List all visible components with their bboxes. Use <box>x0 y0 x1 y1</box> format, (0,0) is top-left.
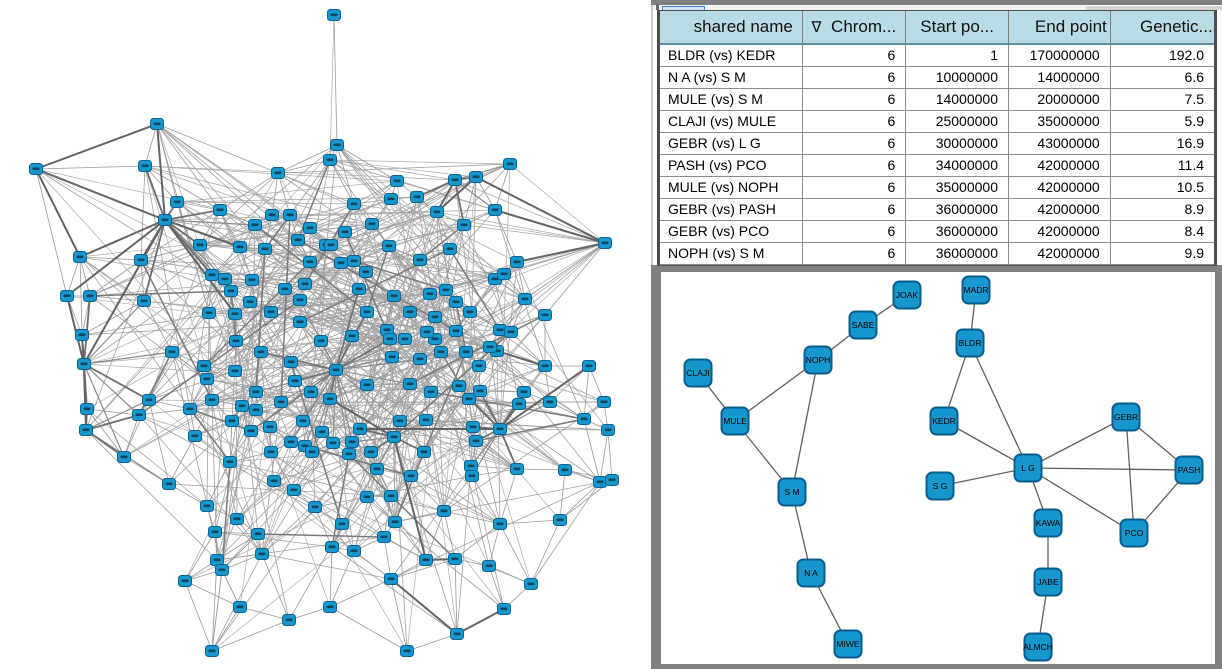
svg-text:PASH: PASH <box>1178 465 1201 475</box>
svg-text:KAWA: KAWA <box>1036 518 1061 528</box>
svg-text:S G: S G <box>933 481 948 491</box>
svg-text:N A: N A <box>804 568 818 578</box>
svg-text:MADR: MADR <box>963 285 988 295</box>
svg-text:PCO: PCO <box>1125 528 1144 538</box>
svg-text:MIWE: MIWE <box>836 639 859 649</box>
svg-text:BLDR: BLDR <box>959 338 982 348</box>
svg-text:S M: S M <box>784 487 799 497</box>
svg-text:NOPH: NOPH <box>806 355 831 365</box>
svg-text:GEBR: GEBR <box>1114 412 1138 422</box>
svg-text:MULE: MULE <box>723 416 747 426</box>
svg-text:ALMCH: ALMCH <box>1023 642 1053 652</box>
svg-text:JABE: JABE <box>1037 577 1059 587</box>
svg-text:L G: L G <box>1021 463 1034 473</box>
svg-text:CLAJI: CLAJI <box>686 368 709 378</box>
svg-text:KEDR: KEDR <box>932 416 956 426</box>
svg-text:SABE: SABE <box>852 320 875 330</box>
svg-text:JOAK: JOAK <box>896 290 919 300</box>
